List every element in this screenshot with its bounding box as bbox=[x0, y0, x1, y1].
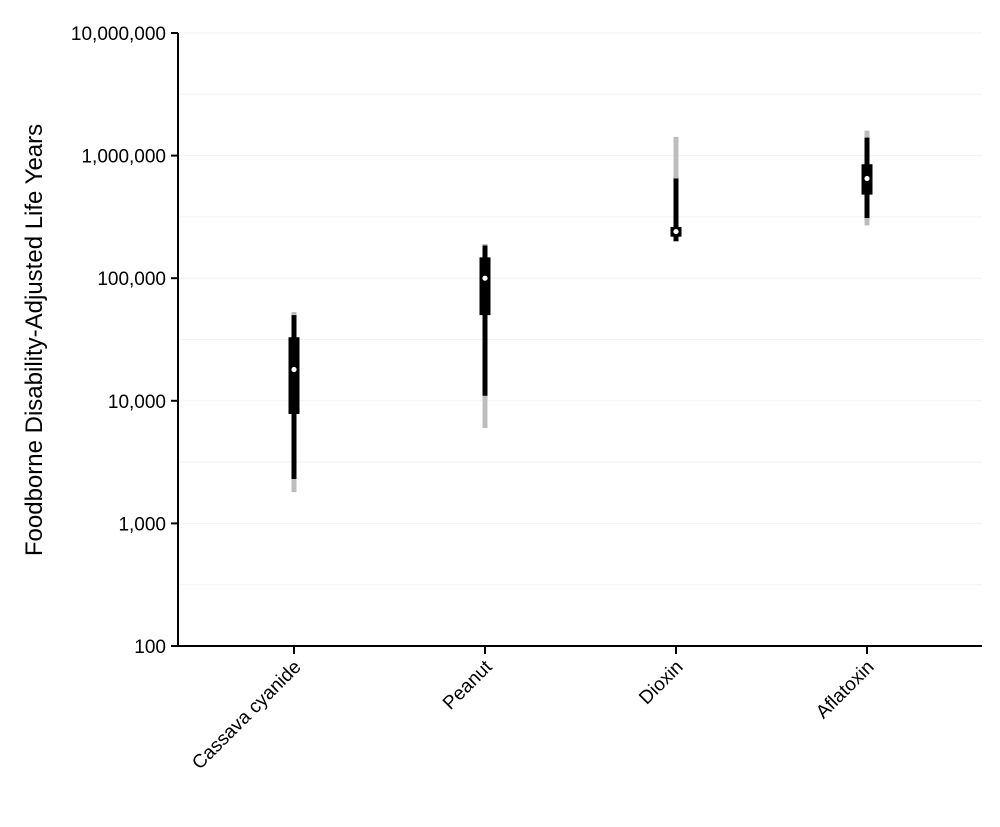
x-tick-label: Dioxin bbox=[635, 657, 687, 709]
interval-cassava-cyanide bbox=[288, 312, 300, 493]
interval-peanut bbox=[479, 244, 491, 428]
median-point bbox=[673, 228, 679, 235]
y-tick-label: 10,000 bbox=[108, 392, 166, 413]
axes bbox=[177, 33, 982, 647]
interval-aflatoxin bbox=[861, 130, 873, 226]
x-tick-label: Aflatoxin bbox=[812, 657, 878, 723]
y-axis-title: Foodborne Disability-Adjusted Life Years bbox=[21, 124, 48, 556]
x-tick-label: Peanut bbox=[439, 656, 497, 714]
y-tick-label: 100,000 bbox=[97, 269, 166, 290]
grid-lines bbox=[178, 32, 982, 647]
y-tick-label: 1,000 bbox=[118, 514, 166, 535]
y-tick-label: 100 bbox=[134, 637, 166, 658]
y-ticks: 100 1,000 10,000 100,000 1,000,000 10,000,000 bbox=[71, 24, 178, 658]
y-tick-label: 1,000,000 bbox=[81, 147, 166, 168]
median-point bbox=[482, 275, 488, 281]
intervals bbox=[288, 130, 873, 493]
y-tick-label: 10,000,000 bbox=[71, 24, 166, 45]
x-tick-label: Cassava cyanide bbox=[188, 657, 305, 774]
median-point bbox=[864, 175, 870, 182]
x-ticks: Cassava cyanide Peanut Dioxin Aflatoxin bbox=[188, 646, 879, 774]
interval-dioxin bbox=[670, 136, 682, 242]
median-point bbox=[291, 366, 297, 373]
